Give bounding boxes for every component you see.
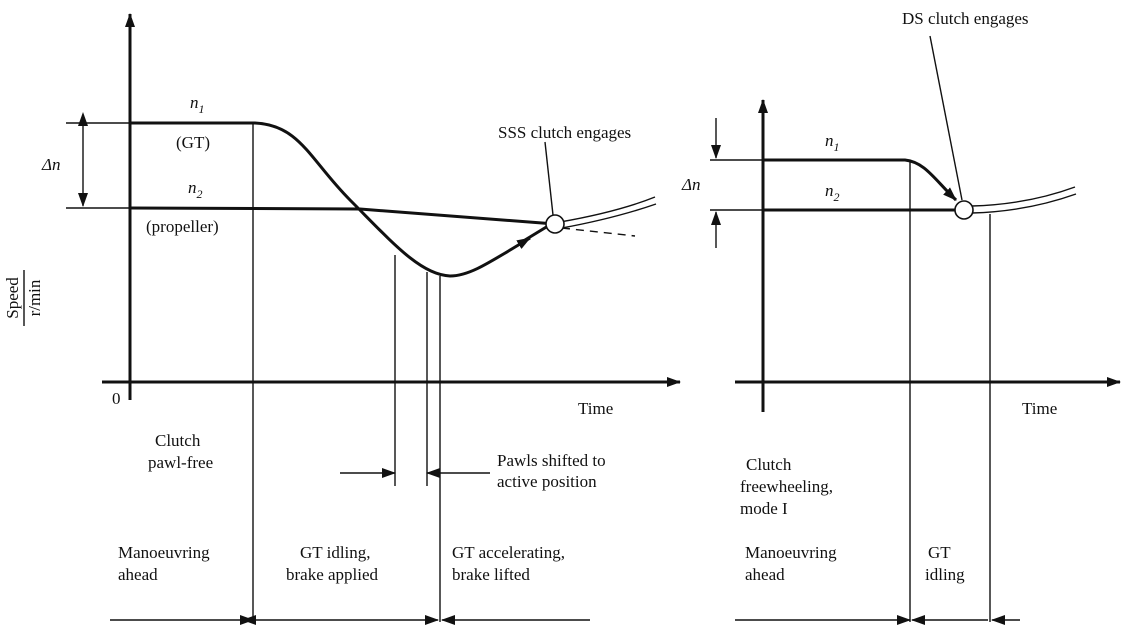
callout-leader (544, 141, 554, 216)
n1-curve (524, 224, 549, 242)
n2-subscript: 2 (197, 187, 203, 201)
line: mode I (740, 499, 788, 518)
speed-numerator: Speed (3, 277, 22, 319)
clutch-state: Clutch freewheeling, mode I (740, 455, 833, 518)
n1-symbol: n (825, 131, 834, 150)
delta-label: Δn (681, 175, 700, 194)
time-label: Time (1022, 399, 1057, 418)
line: Clutch (746, 455, 792, 474)
n2-label: n2 (825, 181, 840, 204)
n1-subscript: 1 (834, 140, 840, 154)
line: brake lifted (452, 565, 530, 584)
n2-label: n2 (188, 178, 203, 201)
line: Manoeuvring (118, 543, 210, 562)
n2-subscript: 2 (834, 190, 840, 204)
line: Pawls shifted to (497, 451, 606, 470)
clutch-state: Clutch pawl-free (148, 431, 213, 472)
callout: DS clutch engages (902, 9, 1029, 28)
line: Manoeuvring (745, 543, 837, 562)
combined-curve (561, 203, 657, 229)
n1-symbol: n (190, 93, 199, 112)
line: active position (497, 472, 597, 491)
dashed-continuation (561, 227, 636, 237)
engage-point (545, 214, 565, 234)
line: idling (925, 565, 965, 584)
left-diagram: 0 Time Speed r/min Δn SSS clutch engages… (3, 13, 681, 625)
phase-label: GT idling, brake applied (286, 543, 379, 584)
line: GT idling, (300, 543, 371, 562)
delta-label: Δn (41, 155, 60, 174)
phase-label: GT accelerating, brake lifted (452, 543, 565, 584)
line: GT accelerating, (452, 543, 565, 562)
n2-note: (propeller) (146, 217, 219, 236)
right-diagram: Time Δn DS clutch engages n1 n2 Clutch fr… (681, 9, 1121, 625)
line: pawl-free (148, 453, 213, 472)
pawls-text: Pawls shifted to active position (497, 451, 606, 491)
speed-label: Speed r/min (3, 270, 44, 326)
n1-label: n1 (825, 131, 840, 154)
n2-curve (129, 206, 556, 226)
line: ahead (118, 565, 158, 584)
combined-curve (559, 196, 656, 223)
n1-subscript: 1 (199, 102, 205, 116)
n1-label: n1 (190, 93, 205, 116)
line: ahead (745, 565, 785, 584)
combined-curve (971, 186, 1076, 207)
n1-note: (GT) (176, 133, 210, 152)
line: GT (928, 543, 951, 562)
line: brake applied (286, 565, 379, 584)
combined-curve (971, 193, 1077, 214)
engage-point (954, 200, 974, 220)
phase-label: GT idling (925, 543, 965, 584)
callout-leader (929, 35, 963, 201)
n1-curve (763, 158, 958, 202)
phase-label: Manoeuvring ahead (745, 543, 837, 584)
line: freewheeling, (740, 477, 833, 496)
speed-denominator: r/min (25, 279, 44, 316)
origin-label: 0 (112, 389, 121, 408)
phase-label: Manoeuvring ahead (118, 543, 210, 584)
n2-symbol: n (188, 178, 197, 197)
line: Clutch (155, 431, 201, 450)
n2-symbol: n (825, 181, 834, 200)
time-label: Time (578, 399, 613, 418)
n1-curve (130, 121, 531, 278)
callout: SSS clutch engages (498, 123, 631, 142)
